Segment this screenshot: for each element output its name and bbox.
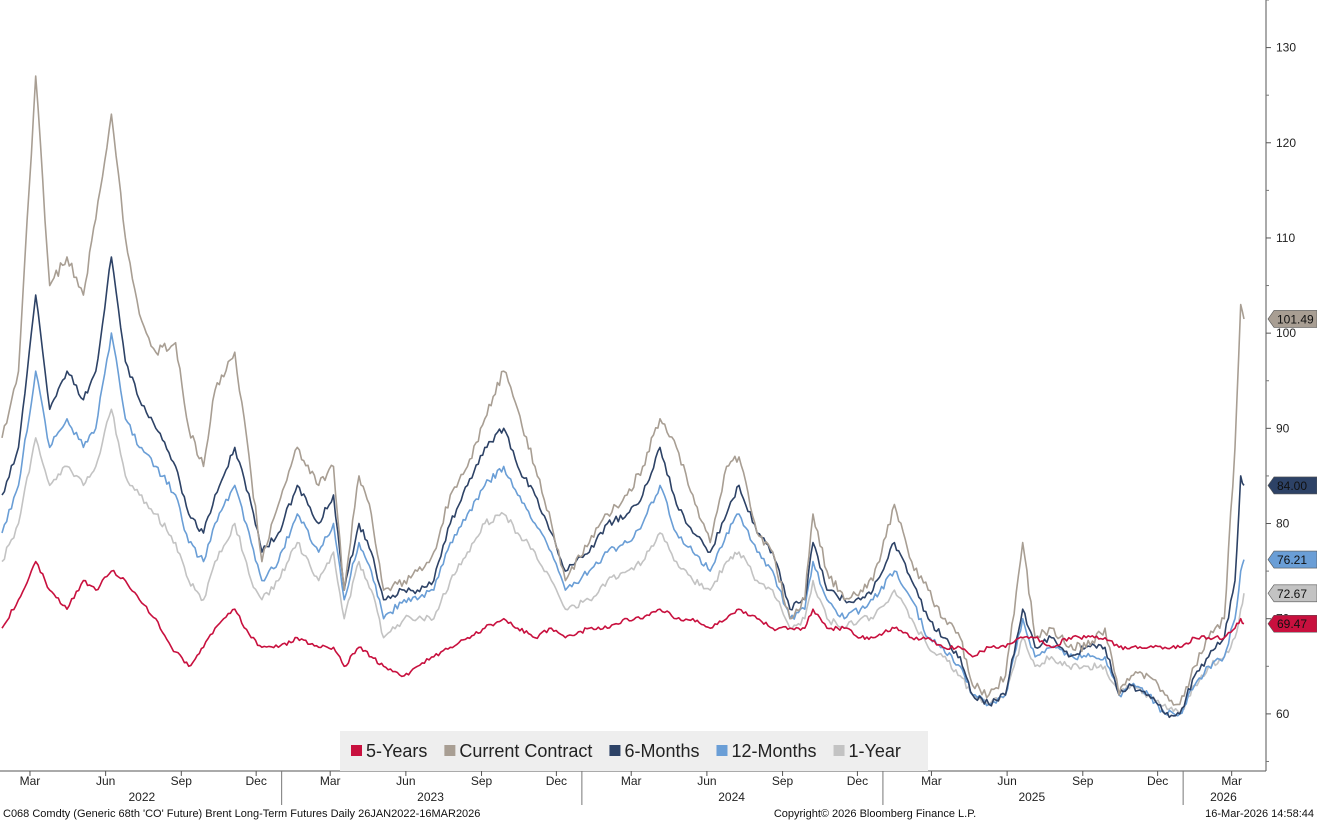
- x-tick-label: Sep: [171, 774, 193, 788]
- legend-swatch: [609, 745, 621, 756]
- series-line-current-contract: [1, 75, 1245, 706]
- y-tick-label: 120: [1276, 136, 1296, 150]
- callout-box: [1267, 584, 1317, 603]
- x-year-label: 2024: [718, 790, 745, 804]
- x-tick-label: Mar: [20, 774, 41, 788]
- x-tick-label: Dec: [1147, 774, 1168, 788]
- legend-swatch: [351, 745, 362, 756]
- x-tick-label: Mar: [921, 774, 942, 788]
- last-value-callout-12-months: 76.21: [1267, 550, 1317, 569]
- y-tick-label: 60: [1276, 707, 1290, 721]
- callout-box: [1267, 550, 1317, 569]
- x-tick-label: Mar: [320, 774, 341, 788]
- callout-value: 84.00: [1277, 479, 1307, 493]
- x-axis: Mar Jun Sep Dec Mar Jun Sep Dec Mar Jun Sep Dec Mar J…: [0, 770, 1266, 805]
- x-tick-label: Sep: [772, 774, 794, 788]
- series-line-6-months: [1, 256, 1245, 719]
- callout-value: 76.21: [1277, 553, 1307, 567]
- series-line-1-year: [1, 408, 1245, 715]
- y-tick-label: 110: [1276, 231, 1295, 245]
- legend-box: [340, 731, 928, 771]
- x-tick-label: Jun: [997, 774, 1016, 788]
- legend-label: 6-Months: [624, 741, 699, 761]
- x-year-label: 2025: [1018, 790, 1045, 804]
- last-value-callout-6-months: 84.00: [1267, 476, 1317, 495]
- callout-box: [1267, 476, 1317, 495]
- legend-label: 12-Months: [731, 741, 816, 761]
- legend-swatch: [716, 745, 728, 756]
- legend-swatch: [444, 745, 456, 756]
- legend: 5-Years Current Contract 6-Months 12-Months…: [340, 731, 928, 771]
- last-value-callouts: 72.67 76.21 84.00 101.49 69.47: [1267, 310, 1317, 633]
- x-tick-label: Jun: [96, 774, 115, 788]
- legend-swatch: [833, 745, 845, 756]
- series-layer: [1, 75, 1245, 719]
- callout-box: [1267, 310, 1317, 328]
- y-tick-label: 130: [1276, 41, 1296, 55]
- x-tick-label: Jun: [697, 774, 716, 788]
- series-line-5-years: [1, 560, 1245, 678]
- legend-label: Current Contract: [459, 741, 592, 761]
- callout-box: [1267, 614, 1317, 633]
- last-value-callout-current-contract: 101.49: [1267, 310, 1317, 328]
- x-tick-label: Mar: [621, 774, 642, 788]
- last-value-callout-1-year: 72.67: [1267, 584, 1317, 603]
- x-year-label: 2023: [417, 790, 444, 804]
- legend-label: 5-Years: [366, 741, 427, 761]
- callout-value: 69.47: [1277, 617, 1307, 631]
- series-line-12-months: [1, 332, 1245, 717]
- footer-source: C068 Comdty (Generic 68th 'CO' Future) B…: [3, 808, 480, 820]
- x-tick-label: Dec: [546, 774, 567, 788]
- footer-copyright: Copyright© 2026 Bloomberg Finance L.P.: [774, 808, 976, 820]
- y-tick-label: 80: [1276, 517, 1290, 531]
- x-year-label: 2026: [1210, 790, 1237, 804]
- callout-value: 72.67: [1277, 587, 1307, 601]
- x-tick-label: Dec: [847, 774, 868, 788]
- callout-value: 101.49: [1277, 312, 1314, 326]
- y-tick-label: 100: [1276, 326, 1296, 340]
- x-tick-label: Dec: [245, 774, 266, 788]
- x-tick-label: Jun: [396, 774, 415, 788]
- x-year-label: 2022: [128, 790, 155, 804]
- footer-timestamp: 16-Mar-2026 14:58:44: [1205, 808, 1314, 820]
- x-tick-label: Sep: [471, 774, 493, 788]
- x-tick-label: Mar: [1221, 774, 1242, 788]
- last-value-callout-5-years: 69.47: [1267, 614, 1317, 633]
- legend-label: 1-Year: [849, 741, 901, 761]
- x-tick-label: Sep: [1072, 774, 1094, 788]
- y-tick-label: 90: [1276, 421, 1290, 435]
- footer: C068 Comdty (Generic 68th 'CO' Future) B…: [3, 808, 1314, 820]
